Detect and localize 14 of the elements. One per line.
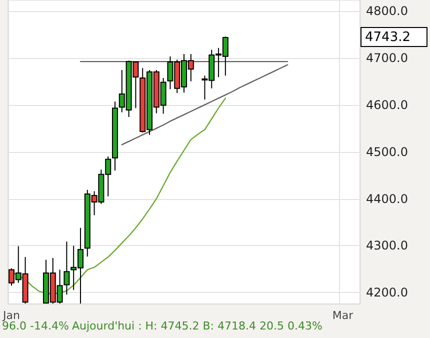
text: 96.0 -14.4% (2, 320, 69, 332)
x-tick-label: Jan (2, 309, 20, 322)
y-tick-label: 4700.0 (366, 50, 408, 65)
candlestick (64, 241, 70, 296)
y-tick-label: 4400.0 (366, 192, 408, 206)
line-series (121, 64, 288, 146)
text: 4743.2 (365, 30, 410, 45)
y-tick-label: 4800.0 (366, 4, 408, 18)
x-tick-label: Mar (332, 309, 354, 322)
y-tick-label: 4500.0 (366, 144, 408, 159)
y-tick-label: 4200.0 (366, 286, 408, 300)
y-tick-label: 4600.0 (366, 98, 408, 112)
text: Aujourd'hui : H: 4745.2 B: 4718.4 20.5 0.43% (72, 320, 322, 332)
y-tick-label: 4300.0 (366, 238, 408, 253)
